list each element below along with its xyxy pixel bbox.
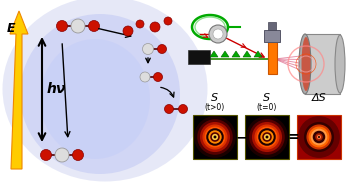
Polygon shape — [193, 115, 237, 159]
Circle shape — [178, 105, 187, 114]
Bar — [268, 22, 276, 30]
Circle shape — [158, 44, 167, 53]
Circle shape — [315, 133, 323, 141]
Circle shape — [308, 127, 329, 147]
Circle shape — [206, 128, 224, 146]
Circle shape — [311, 129, 327, 145]
Circle shape — [209, 25, 227, 43]
Polygon shape — [210, 51, 218, 57]
Ellipse shape — [299, 34, 311, 94]
Text: S: S — [263, 93, 271, 103]
Circle shape — [317, 135, 321, 139]
Polygon shape — [221, 51, 229, 57]
Circle shape — [318, 136, 320, 138]
Bar — [268, 42, 277, 74]
Circle shape — [194, 116, 236, 158]
Text: −: − — [235, 130, 247, 144]
Bar — [264, 30, 280, 42]
Circle shape — [197, 119, 233, 155]
Circle shape — [304, 122, 334, 152]
Circle shape — [265, 135, 269, 139]
Text: hν: hν — [47, 82, 66, 96]
Ellipse shape — [40, 39, 150, 159]
Circle shape — [306, 125, 331, 149]
Bar — [305, 34, 340, 94]
Circle shape — [260, 130, 274, 144]
Circle shape — [210, 132, 220, 142]
Text: (t>0): (t>0) — [205, 103, 225, 112]
Circle shape — [207, 129, 223, 145]
Circle shape — [88, 20, 100, 32]
Circle shape — [264, 134, 270, 140]
Circle shape — [123, 26, 133, 36]
Circle shape — [265, 136, 269, 139]
Polygon shape — [254, 51, 262, 57]
Circle shape — [202, 125, 228, 149]
Circle shape — [136, 20, 144, 28]
Circle shape — [143, 43, 153, 54]
Text: ΔS: ΔS — [312, 93, 327, 103]
Circle shape — [73, 149, 84, 160]
Circle shape — [204, 127, 226, 147]
Circle shape — [260, 130, 274, 144]
Circle shape — [298, 116, 340, 158]
Circle shape — [259, 129, 276, 145]
Circle shape — [150, 22, 160, 32]
Circle shape — [208, 130, 222, 144]
Polygon shape — [10, 11, 28, 169]
Circle shape — [249, 119, 285, 155]
Circle shape — [252, 122, 282, 152]
Circle shape — [258, 128, 276, 146]
Circle shape — [57, 20, 68, 32]
Text: (t=0): (t=0) — [257, 103, 277, 112]
Circle shape — [313, 131, 325, 143]
Circle shape — [213, 135, 217, 139]
Ellipse shape — [2, 0, 208, 181]
Text: E: E — [7, 22, 16, 36]
Circle shape — [246, 116, 288, 158]
Circle shape — [140, 72, 150, 82]
Bar — [188, 50, 210, 64]
Circle shape — [262, 132, 272, 142]
Circle shape — [71, 19, 85, 33]
Circle shape — [256, 127, 278, 147]
Circle shape — [212, 134, 218, 140]
Circle shape — [153, 73, 162, 81]
Ellipse shape — [20, 14, 180, 174]
Polygon shape — [232, 51, 240, 57]
Circle shape — [164, 17, 172, 25]
Ellipse shape — [335, 35, 345, 93]
Circle shape — [210, 132, 220, 142]
Polygon shape — [297, 115, 341, 159]
Text: =: = — [287, 130, 299, 144]
Circle shape — [200, 122, 230, 152]
Circle shape — [164, 105, 174, 114]
Circle shape — [262, 132, 272, 142]
Polygon shape — [245, 115, 289, 159]
Polygon shape — [243, 51, 251, 57]
Circle shape — [41, 149, 51, 160]
Circle shape — [254, 125, 280, 149]
Circle shape — [213, 29, 223, 39]
Ellipse shape — [302, 37, 311, 91]
Text: S: S — [211, 93, 219, 103]
Circle shape — [264, 134, 270, 140]
Circle shape — [208, 130, 222, 144]
Circle shape — [213, 136, 217, 139]
Circle shape — [55, 148, 69, 162]
Circle shape — [212, 134, 218, 140]
